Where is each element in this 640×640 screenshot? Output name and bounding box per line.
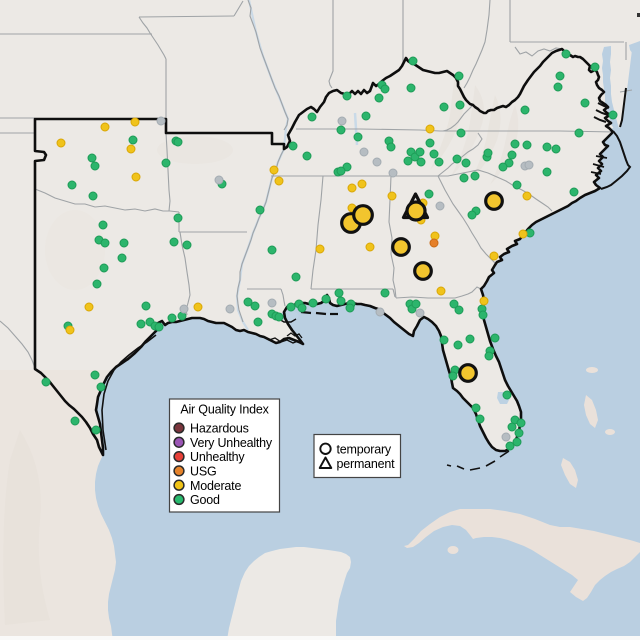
svg-text:Air Quality Index: Air Quality Index <box>180 403 269 417</box>
svg-text:temporary: temporary <box>337 443 392 457</box>
svg-text:Good: Good <box>190 493 220 507</box>
svg-text:Very Unhealthy: Very Unhealthy <box>190 436 273 450</box>
svg-text:Unhealthy: Unhealthy <box>190 450 245 464</box>
svg-text:USG: USG <box>190 465 217 479</box>
svg-text:Moderate: Moderate <box>190 479 241 493</box>
svg-text:permanent: permanent <box>337 457 396 471</box>
svg-text:Hazardous: Hazardous <box>190 422 249 436</box>
